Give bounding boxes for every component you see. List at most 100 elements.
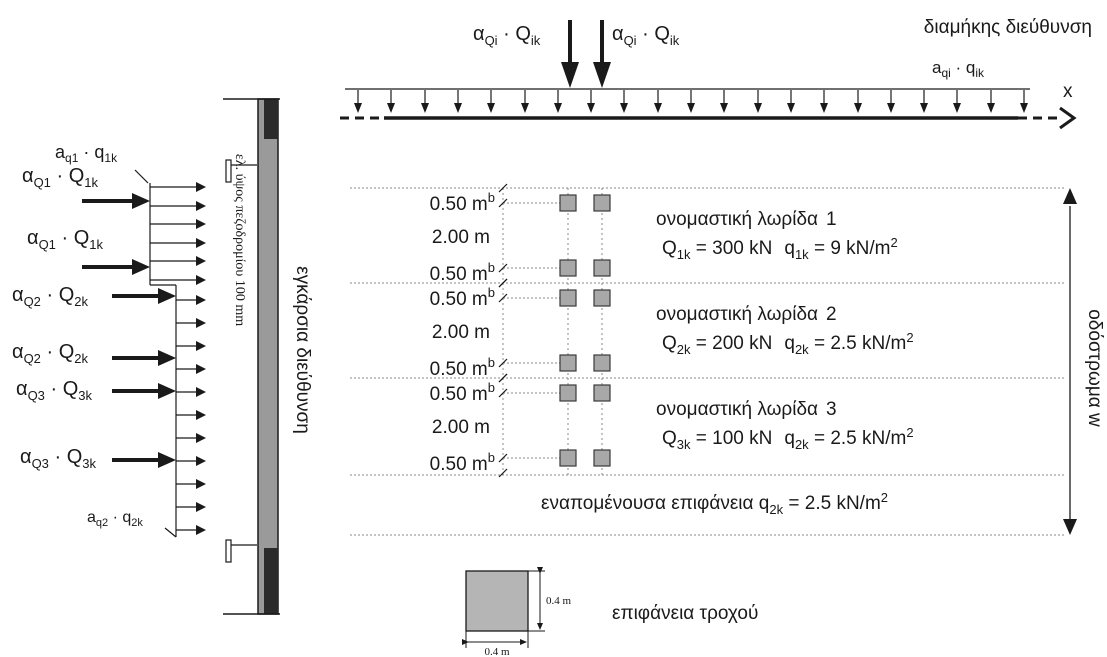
transverse-udl-bottom-label: aq2 · q2k	[87, 509, 143, 529]
transverse-point-load-label: αQ1 · Q1k	[22, 165, 98, 190]
lane-boundaries	[350, 187, 1065, 536]
udl-arrow-head	[820, 103, 828, 113]
transverse-udl-block	[134, 169, 177, 538]
wheel-spacing-label: 2.00 m	[432, 227, 490, 248]
udl-arrow-head	[196, 341, 206, 351]
udl-arrow-head	[196, 525, 206, 535]
udl-arrow-head	[196, 318, 206, 328]
dimension-tick	[498, 263, 508, 273]
barrier-top	[225, 159, 257, 183]
remaining-area-label: εναπομένουσα επιφάνεια q2k = 2.5 kN/m2	[541, 490, 888, 517]
transverse-point-load-arrowhead	[158, 350, 176, 366]
wheel-patch	[593, 384, 611, 402]
dimension-tick	[498, 468, 508, 478]
longitudinal-point-load-arrows	[561, 20, 611, 88]
udl-arrow-head	[196, 433, 206, 443]
x-axis-arrowhead	[1059, 106, 1077, 130]
udl-arrow-head	[654, 103, 662, 113]
udl-arrow-head	[487, 103, 495, 113]
longitudinal-section: διαμήκης διεύθυνση αQi · Qik αQi · Qik a…	[340, 17, 1092, 130]
udl-arrow-head	[754, 103, 762, 113]
longitudinal-title: διαμήκης διεύθυνση	[924, 17, 1092, 38]
udl-arrow-head	[196, 295, 206, 305]
udl-arrow-head	[196, 387, 206, 397]
kerb-height-label: ελ. ύψος πεζοδρομίου 100 mm	[232, 154, 247, 326]
wheel-patch	[559, 194, 577, 212]
udl-arrow-head	[196, 502, 206, 512]
dimension-tick	[498, 198, 508, 208]
wheel-patch	[593, 354, 611, 372]
transverse-point-load-label: αQ1 · Q1k	[27, 227, 103, 252]
point-load-label-left: αQi · Qik	[473, 23, 541, 48]
udl-arrow-head	[720, 103, 728, 113]
wheel-contact-area: 0.4 m 0.4 m επιφάνεια τροχού	[462, 567, 758, 657]
dimension-tick	[498, 183, 508, 193]
wheel-patch	[559, 384, 577, 402]
wheel-patch	[593, 194, 611, 212]
wheel-spacing-label: 2.00 m	[432, 417, 490, 438]
udl-arrow-head	[196, 182, 206, 192]
deck-section	[257, 98, 279, 615]
udl-arrow-head	[421, 103, 429, 113]
wheel-patch	[593, 449, 611, 467]
udl-arrow-head	[687, 103, 695, 113]
udl-arrow-head	[887, 103, 895, 113]
wheel-bottom-dimension: 0.4 m	[484, 646, 510, 657]
transverse-point-load-label: αQ3 · Q3k	[16, 378, 92, 403]
transverse-point-load-label: αQ3 · Q3k	[20, 446, 96, 471]
dimension-tick	[498, 278, 508, 288]
longitudinal-udl-arrows	[354, 90, 1028, 113]
wheel-patch	[559, 449, 577, 467]
lane-loads: Q2k = 200 kN q2k = 2.5 kN/m2	[662, 330, 914, 357]
transverse-point-load-arrowhead	[132, 193, 150, 209]
wheel-label: επιφάνεια τροχού	[612, 603, 758, 624]
transverse-point-load-arrowhead	[132, 259, 150, 275]
udl-arrow-head	[387, 103, 395, 113]
kerb-top-dark	[264, 99, 278, 139]
udl-arrow-head	[521, 103, 529, 113]
edge-distance-label-top: 0.50 mb	[430, 380, 495, 405]
x-axis-label: x	[1063, 81, 1073, 102]
wheel-axis-lines	[502, 188, 603, 475]
point-load-label-right: αQi · Qik	[612, 23, 680, 48]
dimension-tick	[498, 358, 508, 368]
wheel-patch	[559, 354, 577, 372]
udl-arrow-head	[196, 219, 206, 229]
udl-arrow-head	[196, 275, 206, 285]
transverse-point-load-label: αQ2 · Q2k	[12, 341, 88, 366]
dimension-tick	[498, 373, 508, 383]
transverse-udl-top-label: aq1 · q1k	[55, 142, 118, 165]
wheel-patch	[593, 259, 611, 277]
edge-distance-label-bottom: 0.50 mb	[430, 260, 495, 285]
edge-distance-label-top: 0.50 mb	[430, 285, 495, 310]
udl-arrow-head	[787, 103, 795, 113]
lane-loads: Q1k = 300 kN q1k = 9 kN/m2	[662, 235, 898, 262]
udl-arrow-head	[196, 238, 206, 248]
udl-arrow-head	[354, 103, 362, 113]
udl-arrow-head	[953, 103, 961, 113]
kerb-bottom-dark	[264, 548, 278, 614]
wheel-patch	[559, 289, 577, 307]
udl-arrow-head	[196, 410, 206, 420]
udl-arrow-head	[854, 103, 862, 113]
udl-arrow-head	[196, 456, 206, 466]
transverse-udl-arrows	[150, 182, 206, 535]
edge-distance-label-bottom: 0.50 mb	[430, 355, 495, 380]
udl-arrow-head	[196, 201, 206, 211]
dimension-tick	[498, 388, 508, 398]
wheel-patch	[593, 289, 611, 307]
transverse-title: εγκάρσια διεύθυνση	[292, 266, 313, 434]
udl-arrow-head	[454, 103, 462, 113]
notional-lanes: 0.50 mb 2.00 m 0.50 mb ονομαστική λωρίδα 1 Q1…	[430, 183, 914, 478]
wheel-side-dimension: 0.4 m	[546, 595, 572, 607]
udl-arrow-head	[554, 103, 562, 113]
wheel-spacing-label: 2.00 m	[432, 322, 490, 343]
udl-arrow-head	[196, 364, 206, 374]
longitudinal-udl-label: aqi · qik	[932, 58, 985, 80]
transverse-point-load-arrowhead	[158, 452, 176, 468]
edge-distance-label-top: 0.50 mb	[430, 190, 495, 215]
carriageway-label: οδόστρωμα w	[1084, 309, 1105, 427]
udl-arrow-head	[196, 479, 206, 489]
wheel-patch	[559, 259, 577, 277]
